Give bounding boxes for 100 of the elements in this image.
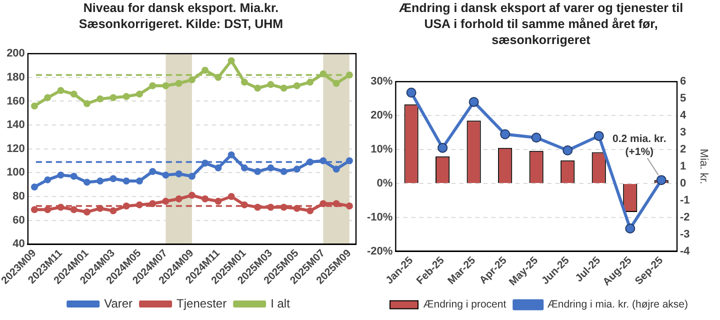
point — [468, 96, 479, 107]
y-tick-label: 30% — [370, 76, 393, 88]
point — [500, 129, 510, 140]
y2-tick-label: 2 — [680, 144, 686, 156]
y2-tick-label: 3 — [680, 126, 686, 139]
point — [57, 172, 64, 179]
y2-tick-label: -1 — [680, 194, 690, 207]
point — [110, 94, 117, 102]
point — [188, 76, 196, 84]
point — [30, 102, 38, 110]
point — [346, 202, 353, 210]
point — [228, 151, 235, 158]
point — [96, 95, 104, 102]
point — [96, 178, 104, 185]
legend-label: I alt — [270, 296, 291, 310]
annotation: 0.2 mia. kr. (+1%) — [612, 132, 666, 158]
point — [57, 87, 64, 94]
point — [175, 195, 182, 202]
point — [625, 223, 636, 234]
point — [293, 82, 300, 90]
point — [83, 100, 90, 108]
point — [30, 206, 38, 214]
point — [267, 164, 274, 172]
point — [293, 204, 300, 212]
point — [149, 168, 156, 175]
point — [136, 201, 143, 208]
y-tick-label: 140 — [6, 119, 25, 132]
point — [202, 160, 209, 167]
point — [293, 166, 300, 173]
legend-label: Tjenester — [176, 296, 227, 310]
y-tick-label: -10% — [366, 211, 393, 224]
y-tick-label: 0% — [376, 178, 393, 190]
point — [44, 176, 52, 184]
point — [44, 206, 52, 214]
point — [149, 82, 156, 90]
point — [175, 170, 182, 178]
y2-tick-label: 0 — [680, 178, 686, 190]
point — [162, 172, 170, 179]
chart-title: Ændring i dansk eksport af varer og tjenester til USA i forhold til samme måned året før, sæsonkorrigeret — [398, 0, 684, 49]
y2-tick-label: -2 — [680, 211, 690, 224]
point — [30, 183, 38, 190]
y-tick-label: 180 — [6, 71, 25, 84]
point — [332, 200, 340, 208]
point — [70, 206, 78, 214]
point — [83, 208, 90, 216]
point — [122, 202, 130, 210]
y-tick-label: 160 — [6, 95, 25, 108]
y-tick-label: 100 — [6, 166, 25, 179]
legend-label: Ændring i procent — [423, 298, 506, 311]
point — [306, 207, 314, 214]
y-tick-label: 20% — [370, 110, 393, 122]
point — [320, 70, 327, 78]
point — [254, 204, 262, 211]
point — [122, 178, 130, 185]
point — [214, 198, 222, 205]
point — [254, 168, 262, 175]
point — [320, 157, 327, 164]
point — [346, 157, 353, 164]
point — [70, 90, 78, 98]
y2-axis-title: Mia. kr. — [697, 148, 710, 184]
point — [406, 88, 416, 98]
point — [122, 92, 130, 100]
y2-tick-label: 5 — [680, 92, 686, 105]
y2-tick-label: 1 — [680, 160, 686, 173]
y2-tick-label: -4 — [680, 245, 691, 258]
y-tick-label: 40 — [12, 238, 25, 250]
y-tick-label: 60 — [12, 214, 25, 226]
point — [254, 84, 262, 92]
point — [594, 130, 604, 141]
point — [214, 74, 222, 81]
point — [438, 142, 448, 153]
point — [57, 204, 64, 211]
point — [267, 204, 274, 211]
point — [332, 80, 340, 87]
point — [136, 178, 143, 185]
point — [280, 84, 288, 92]
point — [188, 172, 196, 180]
point — [306, 158, 314, 166]
point — [346, 72, 353, 79]
y-tick-label: -20% — [366, 245, 393, 258]
point — [202, 195, 209, 202]
point — [149, 200, 156, 208]
point — [96, 204, 104, 212]
y2-tick-label: 6 — [680, 76, 686, 88]
point — [320, 200, 327, 208]
y-tick-label: 200 — [6, 48, 25, 60]
y2-tick-label: 4 — [680, 110, 688, 122]
point — [240, 201, 248, 208]
point — [110, 207, 117, 214]
point — [306, 78, 314, 86]
chart-title: Niveau for dansk eksport. Mia.kr. Sæsonkorrigeret. Kilde: DST, UHM — [78, 0, 284, 33]
point — [267, 81, 274, 88]
y-tick-label: 10% — [370, 144, 393, 156]
point — [70, 172, 78, 180]
point — [280, 204, 288, 211]
point — [136, 90, 143, 98]
point — [202, 66, 209, 74]
legend-label: Ændring i mia. kr. (højre akse) — [547, 298, 688, 311]
point — [228, 193, 235, 200]
point — [332, 166, 340, 173]
